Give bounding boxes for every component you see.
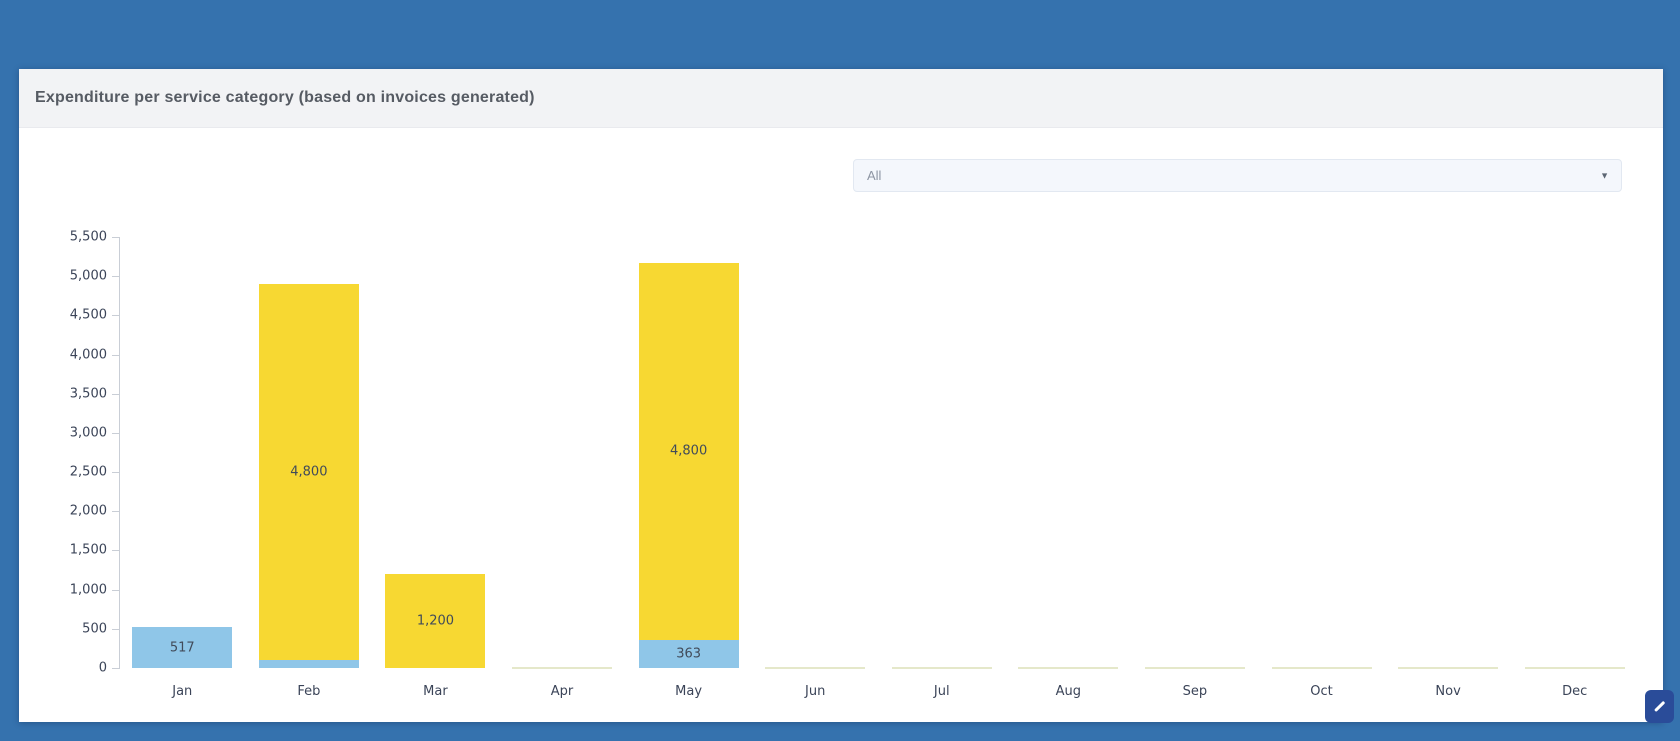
x-axis-label-dec: Dec [1562,684,1588,699]
zero-value-marker-nov [1398,667,1499,669]
x-axis-label-jul: Jul [933,684,950,699]
y-axis-tick-label: 3,000 [69,425,107,441]
y-axis-tick-label: 3,500 [69,386,107,402]
y-axis-tick-mark [112,432,119,434]
x-axis-label-jan: Jan [172,684,193,699]
x-axis-label-mar: Mar [423,684,448,699]
zero-value-marker-jun [765,667,866,669]
y-axis-tick-label: 0 [98,660,107,676]
bar-value-label: 4,800 [290,464,328,480]
category-filter-value: All [867,168,882,183]
chart-title: Expenditure per service category (based … [35,89,535,106]
edit-button[interactable] [1645,690,1674,723]
category-filter-select[interactable]: All ▼ [853,159,1622,192]
zero-value-marker-dec [1524,667,1625,669]
bar-chart: 0 500 1,000 1,500 2,000 2,500 3,000 3,500 4,000 4… [19,69,1663,722]
y-axis-tick-mark [112,511,119,513]
bar-value-label: 363 [676,646,702,662]
y-axis-tick-mark [112,589,119,591]
zero-value-marker-apr [512,667,613,669]
y-axis-tick-label: 5,000 [69,268,107,284]
bar-segment-yellow-may[interactable] [638,263,739,640]
y-axis-tick-mark [112,354,119,356]
zero-value-marker-sep [1144,667,1245,669]
x-axis-label-oct: Oct [1310,684,1333,699]
y-axis-tick-label: 500 [82,621,107,637]
y-axis-tick-label: 1,000 [69,582,107,598]
y-axis-tick-mark [112,237,119,238]
pencil-icon [1654,700,1665,712]
y-axis-tick-mark [112,393,119,395]
bar-value-label: 517 [169,640,195,656]
bar-segment-yellow-mar[interactable] [385,573,486,668]
y-axis-tick-mark [112,550,119,552]
y-axis-tick-label: 2,000 [69,503,107,519]
zero-value-marker-jul [891,667,992,669]
x-axis-label-sep: Sep [1182,684,1208,699]
y-axis-tick-label: 1,500 [69,542,107,558]
y-axis-tick-label: 2,500 [69,464,107,480]
x-axis-label-nov: Nov [1435,684,1461,699]
bar-value-label: 1,200 [416,613,455,629]
y-axis-tick-label: 4,500 [69,307,107,323]
bar-segment-blue-may[interactable] [638,639,739,668]
chart-card: Expenditure per service category (based … [19,69,1663,722]
x-axis-label-aug: Aug [1055,684,1082,699]
x-axis-label-feb: Feb [297,684,321,699]
bar-segment-yellow-feb[interactable] [258,284,359,661]
x-axis-label-may: May [675,684,703,699]
bar-value-label: 4,800 [670,443,708,459]
x-axis-label-jun: Jun [805,684,826,699]
y-axis-tick-mark [112,472,119,474]
zero-value-marker-aug [1018,667,1119,669]
y-axis-tick-mark [112,628,119,630]
y-axis-tick-label: 4,000 [69,347,107,363]
y-axis-tick-mark [112,315,119,317]
card-header: Expenditure per service category (based … [19,69,1663,128]
bar-segment-blue-jan[interactable] [132,627,233,668]
zero-value-marker-oct [1271,667,1372,669]
bar-segment-blue-feb[interactable] [258,660,359,668]
x-axis-label-apr: Apr [550,684,574,699]
y-axis-tick-mark [112,668,119,669]
y-axis-tick-label: 5,500 [69,229,107,245]
y-axis-line [119,237,120,669]
chevron-down-icon: ▼ [1600,170,1609,180]
y-axis-tick-mark [112,276,119,278]
